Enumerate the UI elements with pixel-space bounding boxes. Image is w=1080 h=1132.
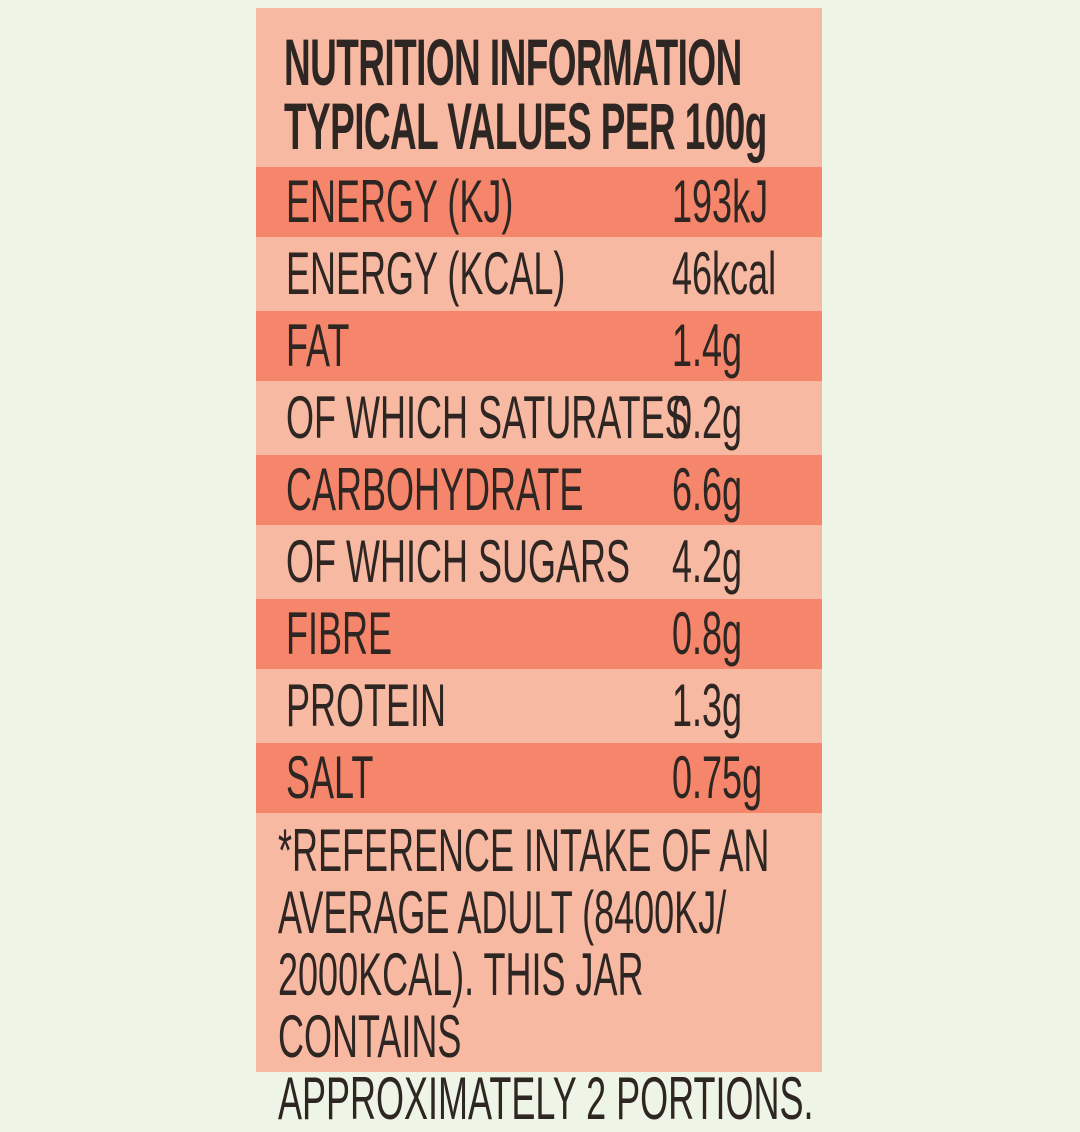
nutrient-label: FAT bbox=[286, 312, 350, 379]
nutrient-label: OF WHICH SUGARS bbox=[286, 528, 631, 595]
nutrition-row: OF WHICH SUGARS 4.2g bbox=[256, 527, 822, 597]
nutrition-row: CARBOHYDRATE 6.6g bbox=[256, 455, 822, 525]
nutrient-value: 1.3g bbox=[672, 672, 743, 739]
nutrient-label: SALT bbox=[286, 744, 374, 811]
nutrient-value: 6.6g bbox=[672, 456, 743, 523]
nutrient-value: 0.8g bbox=[672, 600, 743, 667]
nutrition-row: OF WHICH SATURATES 0.2g bbox=[256, 383, 822, 453]
nutrient-label: ENERGY (KJ) bbox=[286, 168, 514, 235]
nutrient-label: OF WHICH SATURATES bbox=[286, 384, 689, 451]
nutrient-label: CARBOHYDRATE bbox=[286, 456, 584, 523]
title-line-2: TYPICAL VALUES PER 100g bbox=[284, 89, 767, 163]
nutrient-label: FIBRE bbox=[286, 600, 393, 667]
nutrition-row: PROTEIN 1.3g bbox=[256, 671, 822, 741]
nutrition-row: ENERGY (KJ) 193kJ bbox=[256, 167, 822, 237]
nutrition-title: NUTRITION INFORMATION TYPICAL VALUES PER… bbox=[284, 25, 844, 163]
nutrient-value: 46kcal bbox=[672, 240, 777, 307]
nutrition-row: FIBRE 0.8g bbox=[256, 599, 822, 669]
nutrient-value: 0.75g bbox=[672, 744, 763, 811]
nutrient-value: 4.2g bbox=[672, 528, 743, 595]
nutrient-value: 1.4g bbox=[672, 312, 743, 379]
nutrient-value: 0.2g bbox=[672, 384, 743, 451]
nutrition-row: FAT 1.4g bbox=[256, 311, 822, 381]
nutrition-row: ENERGY (KCAL) 46kcal bbox=[256, 239, 822, 309]
footnote: *REFERENCE INTAKE OF AN AVERAGE ADULT (8… bbox=[278, 817, 814, 1132]
title-line-1: NUTRITION INFORMATION bbox=[284, 25, 742, 99]
nutrition-panel: NUTRITION INFORMATION TYPICAL VALUES PER… bbox=[256, 8, 822, 1130]
nutrient-label: ENERGY (KCAL) bbox=[286, 240, 566, 307]
nutrient-value: 193kJ bbox=[672, 168, 769, 235]
nutrition-row: SALT 0.75g bbox=[256, 743, 822, 813]
nutrient-label: PROTEIN bbox=[286, 672, 447, 739]
